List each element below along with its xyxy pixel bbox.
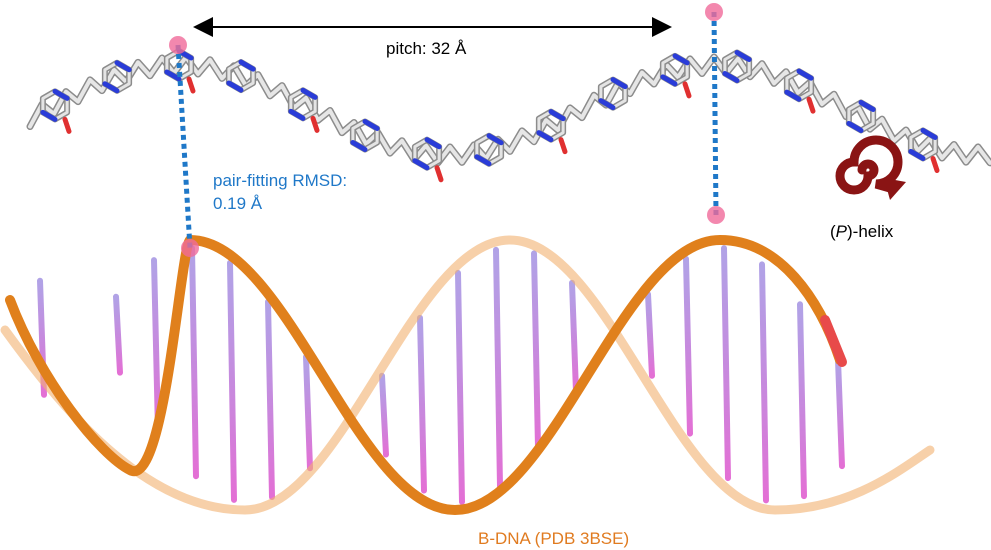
fit-atom	[181, 239, 199, 257]
nitrogen	[474, 154, 492, 167]
nitrogen	[412, 158, 430, 171]
dna-strand-front	[5, 234, 845, 516]
base-pair	[493, 246, 503, 490]
fit-atom	[707, 206, 725, 224]
base-pair	[189, 245, 199, 480]
base-pair	[683, 255, 693, 437]
nitrogen	[362, 118, 380, 131]
nitrogen	[796, 68, 814, 81]
dna-base-pairs	[37, 245, 845, 505]
fit-atom	[705, 3, 723, 21]
base-pair	[417, 314, 427, 494]
base-pair	[379, 372, 389, 458]
base-pair	[455, 269, 465, 505]
fit-line-left	[175, 44, 193, 249]
dna-strand-back	[0, 235, 935, 515]
helix-arrowhead	[884, 178, 906, 200]
rmsd-value: 0.19 Å	[213, 194, 263, 213]
nitrogen	[288, 108, 306, 121]
base-pair	[835, 356, 845, 470]
helix-label-italic: P	[835, 222, 848, 241]
helix-label: (P)-helix	[830, 221, 893, 243]
nitrogen	[350, 139, 368, 152]
fit-line-right	[711, 11, 719, 216]
nitrogen	[598, 98, 616, 111]
nitrogen	[114, 60, 132, 73]
base-pair	[531, 250, 541, 450]
base-pair	[227, 259, 237, 503]
nitrogen	[908, 148, 926, 161]
nitrogen	[300, 87, 318, 100]
nitrogen	[102, 81, 120, 94]
oxygen	[434, 165, 444, 183]
base-pair	[721, 245, 731, 482]
molecule-sticks	[26, 48, 991, 183]
helix-label-open: (	[830, 222, 836, 241]
base-pair	[303, 353, 313, 472]
base-pair	[113, 293, 123, 376]
nitrogen	[672, 53, 690, 66]
dna-label: B-DNA (PDB 3BSE)	[478, 529, 630, 548]
nitrogen	[660, 74, 678, 87]
oxygen	[930, 155, 940, 173]
dna-strand-end	[820, 315, 847, 367]
nitrogen	[164, 69, 182, 82]
oxygen	[186, 76, 196, 94]
oxygen	[62, 116, 72, 134]
base-pair	[265, 298, 275, 501]
nitrogen	[548, 109, 566, 122]
nitrogen	[722, 70, 740, 83]
base-pair	[151, 257, 161, 434]
base-pair	[569, 279, 579, 395]
nitrogen	[486, 133, 504, 146]
oxygen	[806, 96, 816, 114]
oxygen	[558, 137, 568, 155]
oxygen	[682, 81, 692, 99]
nitrogen	[424, 137, 442, 150]
helix-label-close: )-helix	[847, 222, 894, 241]
helix-icon	[835, 135, 903, 195]
nitrogen	[846, 120, 864, 133]
nitrogen	[784, 89, 802, 102]
nitrogen	[238, 59, 256, 72]
nitrogen	[610, 77, 628, 90]
base-pair	[645, 291, 655, 379]
rmsd-label: pair-fitting RMSD:	[213, 171, 348, 190]
nitrogen	[52, 88, 70, 101]
base-pair	[797, 301, 807, 500]
fit-atom	[169, 36, 187, 54]
nitrogen	[734, 49, 752, 62]
base-pair	[759, 261, 769, 504]
nitrogen	[226, 80, 244, 93]
nitrogen	[858, 99, 876, 112]
nitrogen	[920, 127, 938, 140]
nitrogen	[40, 109, 58, 122]
oxygen	[310, 115, 320, 133]
pitch-label: pitch: 32 Å	[386, 39, 467, 58]
nitrogen	[536, 130, 554, 143]
